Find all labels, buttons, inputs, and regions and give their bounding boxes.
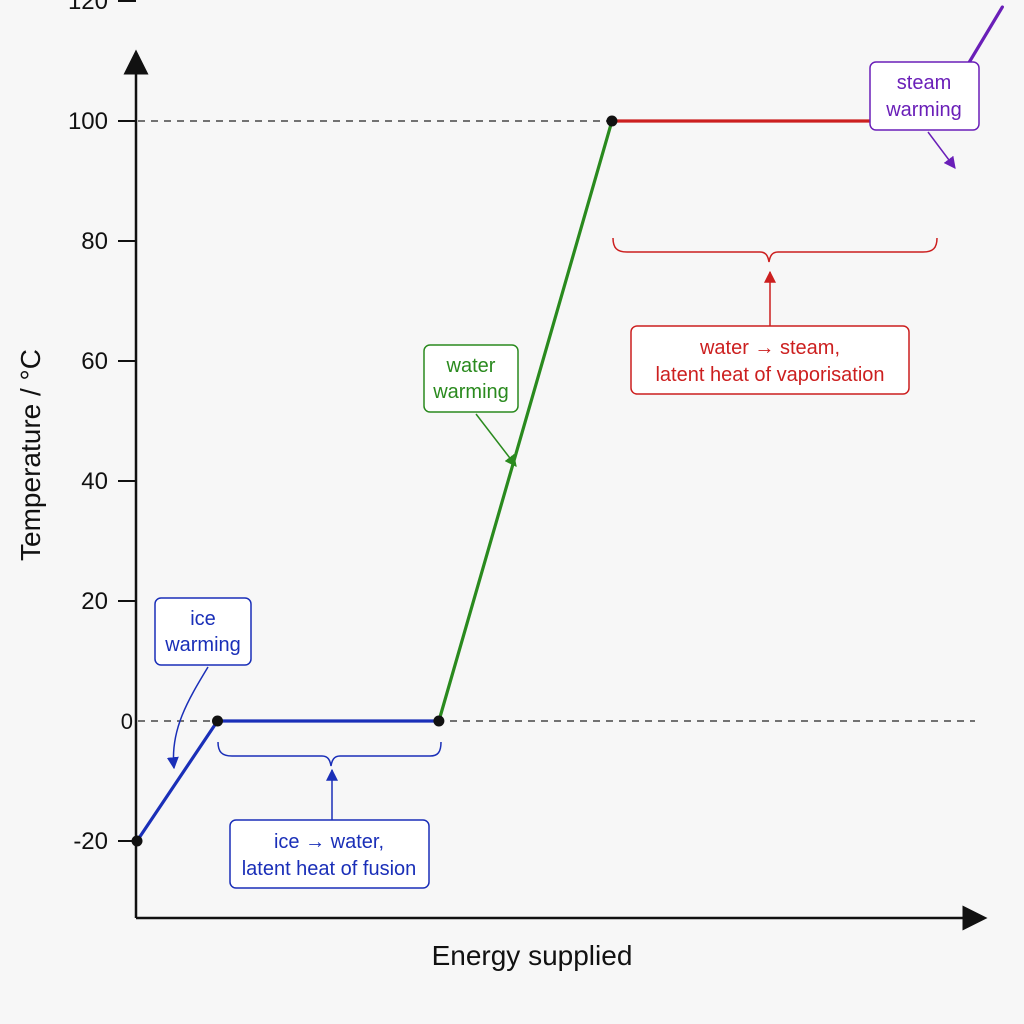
callout-steam-warming: steam warming bbox=[869, 61, 980, 131]
series-lines bbox=[135, 5, 1004, 843]
svg-text:ice → water,latent heat of fus: ice → water, latent heat of fusion bbox=[242, 831, 417, 880]
x-axis-title: Energy supplied bbox=[432, 940, 633, 971]
callout-ice-warming: ice warming bbox=[154, 597, 252, 666]
vaporisation-bracket bbox=[612, 237, 938, 263]
callout-water-warming-line2: warming bbox=[432, 381, 509, 403]
y-tick-label: 40 bbox=[81, 468, 108, 495]
water-warming-pointer bbox=[475, 413, 517, 467]
callout-vaporisation-line2: latent heat of vaporisation bbox=[655, 364, 884, 386]
y-ticks: 120 100 80 60 40 20 0 -20 bbox=[68, 0, 136, 855]
callout-vaporisation-line1: water → steam, bbox=[699, 337, 840, 359]
callout-fusion-line2: latent heat of fusion bbox=[242, 858, 417, 880]
data-markers bbox=[131, 115, 940, 847]
reference-lines bbox=[138, 120, 975, 722]
callout-steam-warming-line1: steam bbox=[897, 72, 951, 94]
svg-text:water → steam,latent heat of v: water → steam, latent heat of vaporisatio… bbox=[655, 337, 884, 386]
data-marker bbox=[606, 115, 618, 127]
y-tick-label: 120 bbox=[68, 0, 108, 15]
data-marker bbox=[212, 715, 223, 727]
y-tick-label: 20 bbox=[81, 588, 108, 615]
callout-ice-warming-line2: warming bbox=[164, 634, 241, 656]
series-line-3 bbox=[437, 119, 614, 723]
callout-vaporisation: water → steam, latent heat of vaporisatio… bbox=[630, 325, 910, 395]
callout-water-warming: water warming bbox=[423, 344, 519, 413]
y-axis-title: Temperature / °C bbox=[15, 349, 46, 561]
y-tick-label: 80 bbox=[81, 228, 108, 255]
callout-steam-warming-line2: warming bbox=[885, 99, 962, 121]
data-marker bbox=[131, 835, 143, 847]
y-tick-label: 100 bbox=[68, 108, 108, 135]
ice-warming-pointer bbox=[166, 666, 209, 770]
y-tick-label: 0 bbox=[121, 709, 133, 734]
data-marker bbox=[433, 715, 445, 727]
callout-fusion-line1: ice → water, bbox=[274, 831, 384, 853]
callout-fusion: ice → water, latent heat of fusion bbox=[229, 819, 430, 889]
y-tick-label: 60 bbox=[81, 348, 108, 375]
y-tick-label: -20 bbox=[73, 828, 108, 855]
callout-water-warming-line1: water bbox=[446, 355, 496, 377]
series-line-1 bbox=[135, 719, 220, 843]
steam-warming-pointer bbox=[927, 131, 956, 169]
fusion-bracket bbox=[217, 741, 442, 767]
callout-ice-warming-line1: ice bbox=[190, 608, 216, 630]
